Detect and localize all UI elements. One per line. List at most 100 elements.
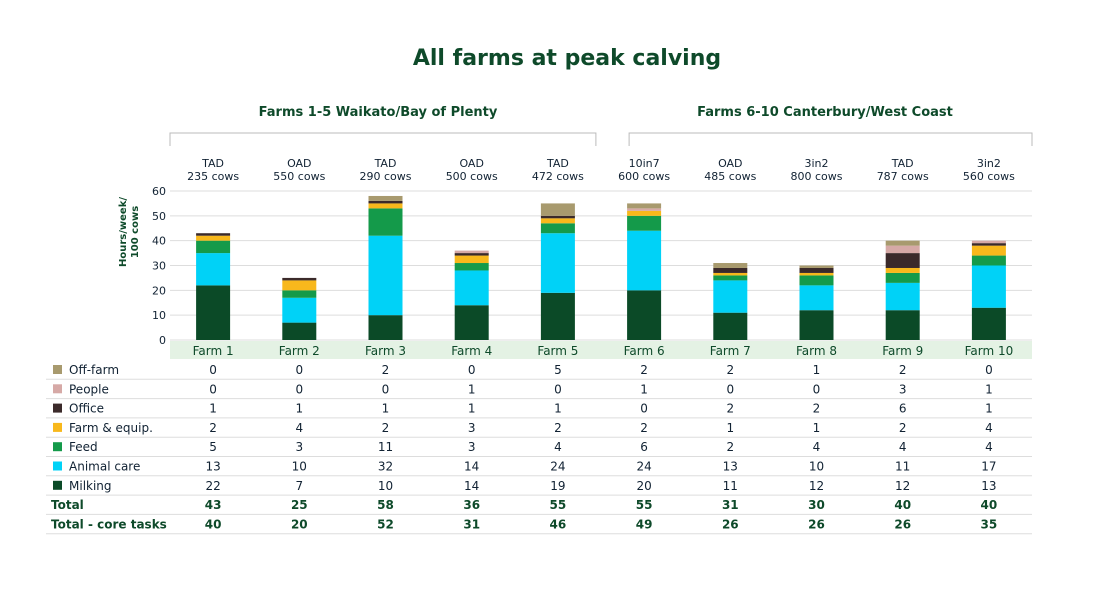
data-label: 13 (723, 460, 738, 474)
data-label: 2 (813, 402, 821, 416)
data-label: 1 (209, 402, 217, 416)
bar-segment-milking (799, 310, 834, 340)
row-label: Animal care (69, 460, 140, 474)
data-label: 14 (464, 460, 479, 474)
bar-segment-feed (627, 215, 662, 231)
data-label: 31 (463, 517, 480, 531)
data-label: 36 (463, 498, 480, 512)
legend-swatch (53, 384, 62, 394)
bar-segment-farm-equip (196, 235, 231, 241)
data-label: 26 (808, 517, 825, 531)
bar-segment-farm-equip (799, 272, 834, 276)
bar-segment-farm-equip (368, 203, 403, 209)
data-label: 11 (723, 479, 738, 493)
category-label: Farm 1 (193, 344, 234, 358)
bar-segment-animal-care (627, 230, 662, 291)
farm-system-label: 3in2 (977, 157, 1001, 170)
y-tick-label: 40 (152, 235, 166, 248)
row-label: Total (51, 498, 84, 512)
bar-segment-animal-care (971, 265, 1006, 308)
data-label: 46 (550, 517, 567, 531)
bar-segment-farm-equip (971, 245, 1006, 256)
bar-segment-off-farm (368, 195, 403, 201)
data-label: 2 (554, 421, 562, 435)
bar-segment-feed (454, 263, 489, 271)
farm-system-label: TAD (546, 157, 569, 170)
row-label: Total - core tasks (51, 517, 167, 531)
data-label: 40 (894, 498, 911, 512)
farm-herd-size-label: 235 cows (187, 170, 239, 183)
y-tick-label: 10 (152, 309, 166, 322)
bar-segment-people (885, 245, 920, 254)
data-label: 22 (205, 479, 220, 493)
y-axis-label-line2: 100 cows (130, 206, 141, 258)
data-label: 2 (640, 363, 648, 377)
data-label: 55 (636, 498, 653, 512)
data-label: 13 (981, 479, 996, 493)
bar-segment-farm-equip (627, 210, 662, 216)
data-label: 24 (636, 460, 651, 474)
bar-segment-feed (282, 290, 317, 298)
data-label: 2 (382, 421, 390, 435)
data-label: 3 (899, 382, 907, 396)
data-label: 6 (640, 440, 648, 454)
bar-segment-animal-care (885, 282, 920, 311)
bar-segment-feed (540, 223, 575, 234)
data-label: 49 (636, 517, 653, 531)
bar-segment-farm-equip (454, 255, 489, 264)
data-label: 0 (554, 382, 562, 396)
legend-swatch (53, 480, 62, 490)
data-label: 0 (468, 363, 476, 377)
data-label: 10 (809, 460, 824, 474)
data-label: 1 (468, 382, 476, 396)
bar-segment-milking (540, 292, 575, 340)
data-label: 3 (468, 440, 476, 454)
bar-segment-animal-care (540, 233, 575, 293)
data-label: 1 (468, 402, 476, 416)
data-label: 5 (209, 440, 217, 454)
bar-segment-off-farm (885, 240, 920, 246)
data-label: 25 (291, 498, 308, 512)
data-label: 40 (205, 517, 222, 531)
bar-segment-animal-care (713, 280, 748, 313)
bar-segment-animal-care (282, 297, 317, 323)
farm-herd-size-label: 472 cows (532, 170, 584, 183)
bar-segment-office (454, 253, 489, 256)
bar-segment-farm-equip (282, 280, 317, 291)
row-label: Milking (69, 479, 112, 493)
bar-segment-animal-care (799, 285, 834, 311)
data-label: 1 (813, 421, 821, 435)
data-label: 17 (981, 460, 996, 474)
data-label: 0 (209, 363, 217, 377)
bar-segment-animal-care (196, 253, 231, 286)
farm-system-label: TAD (891, 157, 914, 170)
data-label: 32 (378, 460, 393, 474)
data-label: 43 (205, 498, 222, 512)
category-band: Farm 1 Farm 2 Farm 3 Farm 4 Farm 5 Farm 6 Farm… (170, 341, 1032, 359)
data-label: 4 (295, 421, 303, 435)
farm-system-label: OAD (718, 157, 742, 170)
category-label: Farm 6 (624, 344, 665, 358)
data-label: 2 (640, 421, 648, 435)
data-label: 20 (291, 517, 308, 531)
bar-segment-feed (885, 272, 920, 283)
bar-segment-animal-care (454, 270, 489, 306)
bar-segment-office (885, 253, 920, 268)
bar-segment-people (454, 250, 489, 254)
farm-system-label: OAD (459, 157, 483, 170)
farm-herd-size-label: 485 cows (704, 170, 756, 183)
y-tick-label: 50 (152, 210, 166, 223)
data-label: 31 (722, 498, 739, 512)
legend-swatch (53, 461, 62, 471)
data-label: 10 (378, 479, 393, 493)
data-label: 2 (726, 402, 734, 416)
bar-segment-milking (885, 310, 920, 340)
data-label: 2 (726, 440, 734, 454)
farm-herd-size-label: 560 cows (963, 170, 1015, 183)
data-label: 0 (726, 382, 734, 396)
legend-swatch (53, 442, 62, 452)
data-label: 10 (292, 460, 307, 474)
data-label: 52 (377, 517, 394, 531)
data-label: 11 (895, 460, 910, 474)
bar-segment-milking (454, 305, 489, 340)
